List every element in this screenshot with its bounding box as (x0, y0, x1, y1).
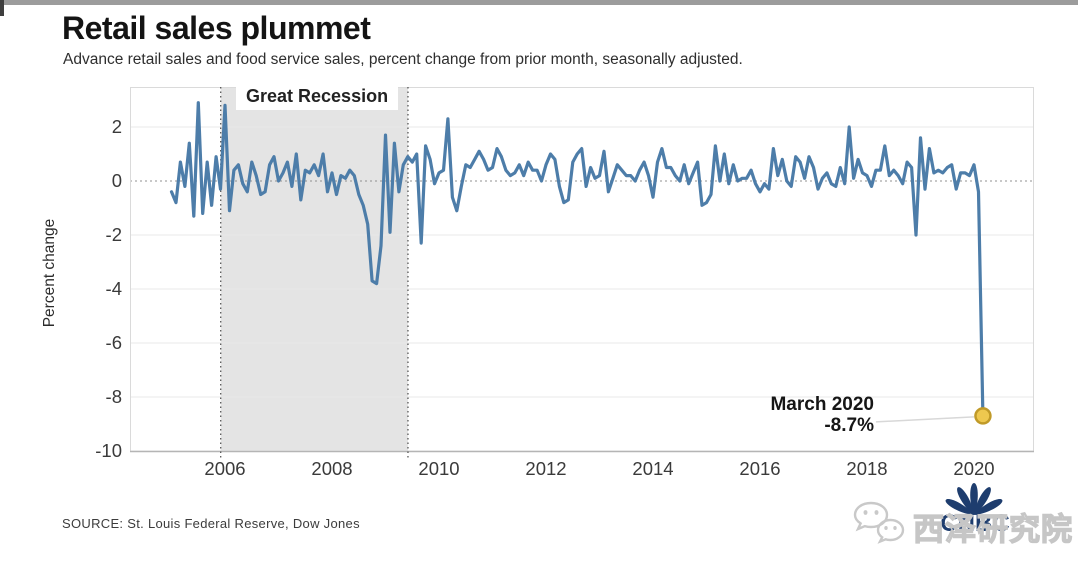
x-tick-label: 2020 (953, 458, 995, 479)
x-tick-label: 2010 (418, 458, 460, 479)
y-tick-label: -8 (105, 386, 122, 407)
x-tick-label: 2012 (525, 458, 567, 479)
chart-subtitle: Advance retail sales and food service sa… (63, 51, 743, 68)
y-tick-label: -4 (105, 278, 122, 299)
annotation-connector-line (875, 416, 974, 423)
y-tick-label: -10 (95, 440, 122, 461)
retail-sales-line (169, 101, 985, 418)
y-axis-title: Percent change (41, 218, 58, 328)
watermark-text: 西泽研究院 (912, 511, 1073, 547)
recession-band-label: Great Recession (236, 84, 399, 110)
top-gray-bar (0, 0, 1078, 5)
wechat-icon (853, 501, 905, 544)
march-2020-marker (974, 407, 992, 425)
y-tick-label: 2 (111, 116, 122, 137)
x-tick-label: 2014 (632, 458, 674, 479)
annotation-march-2020: March 2020 -8.7% (770, 394, 874, 436)
y-tick-label: -2 (105, 224, 122, 245)
x-tick-label: 2018 (846, 458, 888, 479)
annotation-value: -8.7% (824, 415, 874, 436)
annotation-date: March 2020 (770, 394, 874, 415)
y-tick-label: -6 (105, 332, 122, 353)
x-tick-label: 2008 (311, 458, 353, 479)
source-text: SOURCE: St. Louis Federal Reserve, Dow J… (62, 516, 360, 531)
chart-plot-area (130, 87, 1034, 458)
cnbc-peacock-icon (945, 483, 1003, 515)
x-tick-label: 2006 (204, 458, 246, 479)
cnbc-wordmark: CNBC (940, 510, 1010, 537)
chart-title: Retail sales plummet (62, 10, 371, 46)
x-tick-label: 2016 (739, 458, 781, 479)
corner-mark (0, 0, 4, 16)
y-tick-label: 0 (111, 170, 122, 191)
